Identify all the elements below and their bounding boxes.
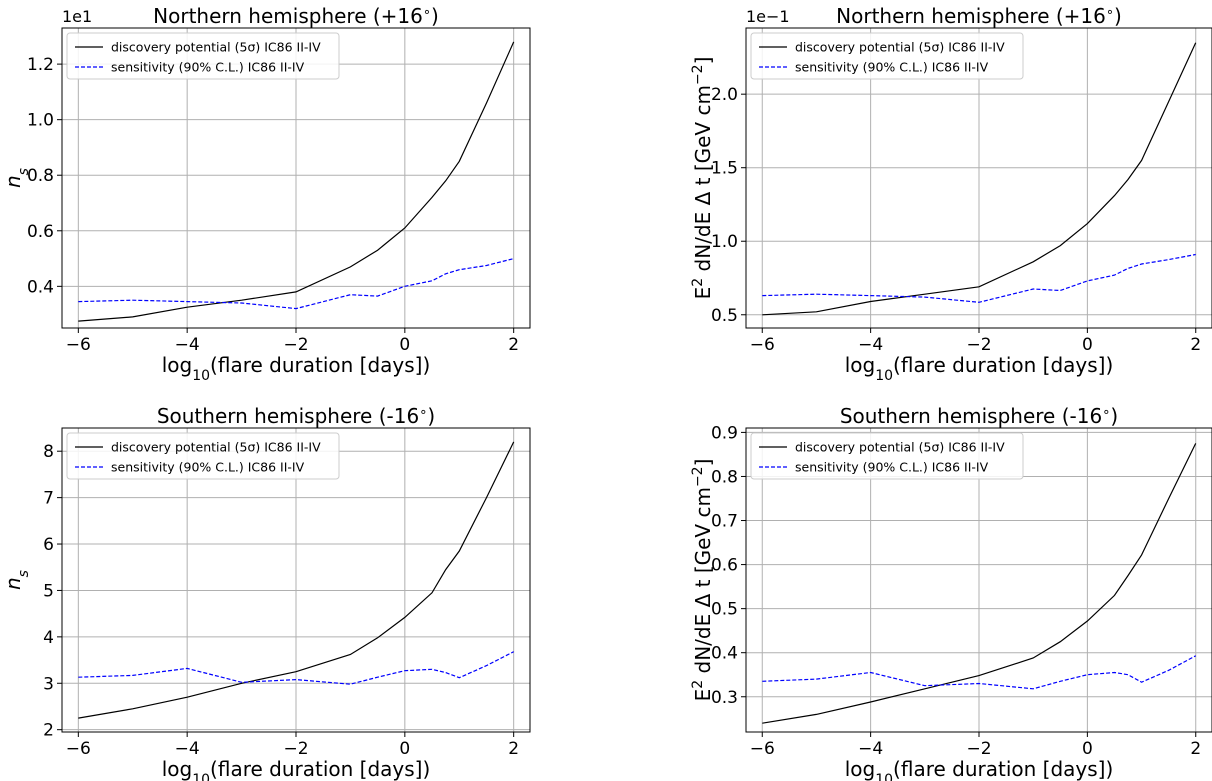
y-tick-label: 0.5 <box>711 600 738 620</box>
y-offset-text: 1e1 <box>62 7 92 26</box>
x-tick-label: −6 <box>66 739 91 759</box>
sensitivity-line <box>762 655 1196 690</box>
y-tick-label: 0.8 <box>27 166 54 186</box>
y-tick-label: 0.8 <box>711 467 738 487</box>
chart-title: Northern hemisphere (+16∘) <box>153 4 439 28</box>
legend-box <box>66 32 340 80</box>
y-tick-label: 0.9 <box>711 423 738 443</box>
x-tick-label: 2 <box>508 335 519 355</box>
y-tick-label: 7 <box>43 489 54 509</box>
x-tick-label: −2 <box>283 335 308 355</box>
x-tick-label: 0 <box>1082 739 1093 759</box>
sensitivity-line <box>78 651 514 685</box>
x-tick-label: 2 <box>1190 739 1201 759</box>
discovery-potential-line <box>762 42 1197 316</box>
x-tick-label: 0 <box>399 335 410 355</box>
legend-label: discovery potential (5σ) IC86 II-IV <box>111 40 321 55</box>
x-axis-label: log10(flare duration [days]) <box>162 353 431 384</box>
legend-label: discovery potential (5σ) IC86 II-IV <box>795 440 1005 455</box>
y-tick-label: 2 <box>43 721 54 741</box>
x-tick-label: 2 <box>508 739 519 759</box>
x-axis-label: log10(flare duration [days]) <box>845 353 1114 384</box>
x-tick-label: −6 <box>66 335 91 355</box>
chart-panel-2: −6 −4 −2 0 2 0.5 1.0 1.5 2.0 1e−1 Northern hemisph… <box>690 4 1212 384</box>
y-tick-label: 0.6 <box>27 222 54 242</box>
x-tick-label: −4 <box>858 739 883 759</box>
y-tick-label: 4 <box>43 628 54 648</box>
discovery-potential-line <box>762 443 1197 724</box>
sensitivity-line <box>762 253 1196 303</box>
sensitivity-line <box>78 258 514 310</box>
discovery-potential-line <box>78 41 515 322</box>
x-tick-label: −2 <box>966 335 991 355</box>
legend-box <box>750 32 1024 80</box>
x-tick-label: −4 <box>858 335 883 355</box>
y-tick-label: 1.0 <box>27 111 54 131</box>
x-tick-label: −2 <box>283 739 308 759</box>
y-offset-text: 1e−1 <box>746 7 790 26</box>
x-tick-label: −6 <box>750 739 775 759</box>
y-tick-label: 6 <box>43 535 54 555</box>
x-tick-label: −4 <box>175 335 200 355</box>
legend-label: sensitivity (90% C.L.) IC86 II-IV <box>111 60 305 75</box>
x-axis-label: log10(flare duration [days]) <box>845 757 1114 781</box>
x-tick-label: −4 <box>175 739 200 759</box>
y-tick-label: 0.7 <box>711 512 738 532</box>
chart-panel-1: −6 −4 −2 0 2 0.4 0.6 0.8 1.0 1.2 1e1 Northern hemis… <box>1 4 531 384</box>
legend-box <box>750 432 1024 480</box>
legend-label: sensitivity (90% C.L.) IC86 II-IV <box>111 460 305 475</box>
y-tick-label: 1.2 <box>27 55 54 75</box>
x-tick-label: 0 <box>1082 335 1093 355</box>
chart-title: Northern hemisphere (+16∘) <box>836 4 1122 28</box>
y-tick-label: 0.4 <box>711 644 738 664</box>
x-tick-label: −2 <box>966 739 991 759</box>
y-tick-label: 3 <box>43 674 54 694</box>
legend-label: discovery potential (5σ) IC86 II-IV <box>795 40 1005 55</box>
y-axis-label: E2 dN/dE Δ t [GeV cm−2] <box>690 57 715 300</box>
discovery-potential-line <box>78 441 515 719</box>
legend-label: sensitivity (90% C.L.) IC86 II-IV <box>795 60 989 75</box>
y-tick-label: 0.4 <box>27 277 54 297</box>
y-tick-label: 1.0 <box>711 232 738 252</box>
y-tick-label: 2.0 <box>711 85 738 105</box>
chart-title: Southern hemisphere (-16∘) <box>840 404 1118 428</box>
legend-label: sensitivity (90% C.L.) IC86 II-IV <box>795 460 989 475</box>
chart-panel-4: −6 −4 −2 0 2 0.3 0.4 0.5 0.6 0.7 0.8 0.9 Southern he… <box>690 404 1212 781</box>
y-tick-label: 1.5 <box>711 159 738 179</box>
y-axis-label: ns <box>1 168 32 188</box>
y-axis-label: E2 dN/dE Δ t [GeV cm−2] <box>690 459 715 702</box>
x-tick-label: 2 <box>1190 335 1201 355</box>
legend-box <box>66 432 340 480</box>
x-tick-label: 0 <box>399 739 410 759</box>
chart-panel-3: −6 −4 −2 0 2 2 3 4 5 6 7 8 Southern hemisphere (-16∘… <box>1 404 531 781</box>
y-tick-label: 0.3 <box>711 688 738 708</box>
chart-title: Southern hemisphere (-16∘) <box>157 404 435 428</box>
y-tick-label: 0.5 <box>711 306 738 326</box>
y-axis-label: ns <box>1 570 32 590</box>
x-tick-label: −6 <box>750 335 775 355</box>
y-tick-label: 5 <box>43 581 54 601</box>
legend-label: discovery potential (5σ) IC86 II-IV <box>111 440 321 455</box>
x-axis-label: log10(flare duration [days]) <box>162 757 431 781</box>
y-tick-label: 8 <box>43 442 54 462</box>
y-tick-label: 0.6 <box>711 556 738 576</box>
